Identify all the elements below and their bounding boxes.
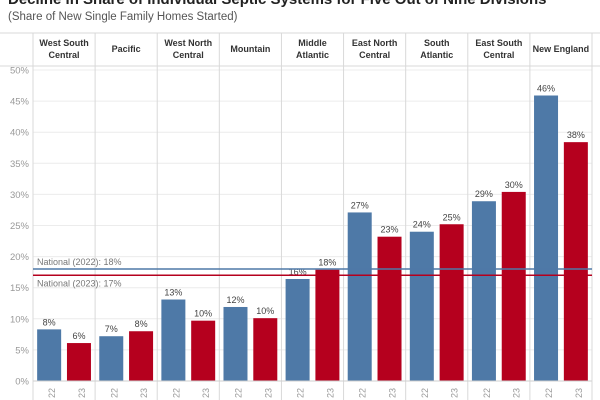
division-label: Pacific <box>112 44 141 54</box>
bar <box>99 336 124 381</box>
bar <box>253 318 278 381</box>
x-tick-label: 23 <box>388 388 398 398</box>
bar-value-label: 29% <box>475 189 493 199</box>
bar-value-label: 16% <box>289 267 307 277</box>
y-tick-label: 20% <box>10 252 30 263</box>
y-tick-label: 30% <box>10 190 30 201</box>
x-tick-label: 22 <box>109 388 119 398</box>
x-tick-label: 23 <box>77 388 87 398</box>
bar-value-label: 10% <box>256 306 274 316</box>
bar-value-label: 12% <box>226 295 244 305</box>
x-tick-label: 22 <box>171 388 181 398</box>
bar <box>563 142 588 381</box>
bar <box>66 343 91 381</box>
y-tick-label: 15% <box>10 283 30 294</box>
y-tick-label: 0% <box>15 377 29 388</box>
x-tick-label: 22 <box>420 388 430 398</box>
bar <box>377 236 402 381</box>
bar <box>161 299 186 381</box>
division-label: Central <box>173 50 204 60</box>
y-tick-label: 50% <box>10 66 30 77</box>
reference-line-label: National (2022): 18% <box>37 257 122 267</box>
division-label: New England <box>533 44 590 54</box>
x-tick-label: 23 <box>139 388 149 398</box>
bar <box>471 201 496 381</box>
x-tick-label: 23 <box>325 388 335 398</box>
y-tick-label: 35% <box>10 159 30 170</box>
bar-value-label: 8% <box>135 319 148 329</box>
bar <box>223 306 248 381</box>
reference-line-label: National (2023): 17% <box>37 278 122 288</box>
bar <box>409 231 434 381</box>
division-label: Central <box>359 50 390 60</box>
x-tick-label: 22 <box>233 388 243 398</box>
bar <box>501 191 526 381</box>
bar-value-label: 24% <box>413 220 431 230</box>
chart-title: Decline in Share of Individual Septic Sy… <box>8 0 546 8</box>
bar <box>347 212 372 381</box>
bar-value-label: 10% <box>194 309 212 319</box>
bar <box>439 224 464 381</box>
bar-value-label: 25% <box>443 212 461 222</box>
x-tick-label: 22 <box>544 388 554 398</box>
x-tick-label: 23 <box>574 388 584 398</box>
division-label: South <box>424 38 450 48</box>
bar <box>315 269 340 381</box>
y-tick-label: 25% <box>10 221 30 232</box>
y-tick-label: 5% <box>15 345 29 356</box>
division-label: West South <box>39 38 88 48</box>
division-label: West North <box>164 38 212 48</box>
bar-value-label: 27% <box>351 200 369 210</box>
bar <box>129 331 154 381</box>
bar-value-label: 23% <box>381 225 399 235</box>
division-label: Central <box>483 50 514 60</box>
bar-value-label: 6% <box>72 331 85 341</box>
bar-value-label: 8% <box>43 317 56 327</box>
x-tick-label: 23 <box>512 388 522 398</box>
bar-value-label: 7% <box>105 324 118 334</box>
bar-value-label: 18% <box>318 258 336 268</box>
x-tick-label: 22 <box>47 388 57 398</box>
x-tick-label: 23 <box>450 388 460 398</box>
division-label: Central <box>49 50 80 60</box>
x-tick-label: 22 <box>296 388 306 398</box>
bar-value-label: 30% <box>505 180 523 190</box>
chart-subtitle: (Share of New Single Family Homes Starte… <box>8 11 238 23</box>
bar <box>191 320 216 381</box>
division-label: East South <box>475 38 522 48</box>
division-label: Middle <box>298 38 327 48</box>
x-tick-label: 23 <box>263 388 273 398</box>
bar <box>534 95 559 381</box>
y-tick-label: 45% <box>10 97 30 108</box>
division-label: Mountain <box>230 44 270 54</box>
y-tick-label: 40% <box>10 128 30 139</box>
x-tick-label: 22 <box>482 388 492 398</box>
x-tick-label: 22 <box>358 388 368 398</box>
bar-value-label: 38% <box>567 130 585 140</box>
bar <box>37 329 62 381</box>
bar-value-label: 13% <box>164 288 182 298</box>
x-tick-label: 23 <box>201 388 211 398</box>
division-label: Atlantic <box>296 50 329 60</box>
division-label: Atlantic <box>420 50 453 60</box>
bar <box>285 278 310 381</box>
y-tick-label: 10% <box>10 314 30 325</box>
division-label: East North <box>352 38 398 48</box>
bar-value-label: 46% <box>537 84 555 94</box>
